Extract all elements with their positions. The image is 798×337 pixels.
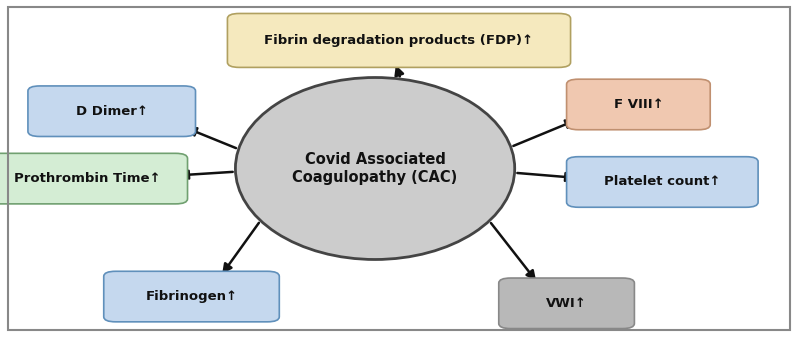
FancyBboxPatch shape — [28, 86, 196, 136]
FancyBboxPatch shape — [567, 157, 758, 207]
Ellipse shape — [235, 78, 515, 259]
Text: D Dimer↑: D Dimer↑ — [76, 105, 148, 118]
Text: Fibrinogen↑: Fibrinogen↑ — [145, 290, 238, 303]
FancyBboxPatch shape — [227, 13, 571, 67]
Text: F VIII↑: F VIII↑ — [614, 98, 663, 111]
FancyBboxPatch shape — [499, 278, 634, 329]
FancyBboxPatch shape — [567, 79, 710, 130]
Text: Prothrombin Time↑: Prothrombin Time↑ — [14, 172, 161, 185]
Text: Platelet count↑: Platelet count↑ — [604, 176, 721, 188]
Text: Covid Associated
Coagulopathy (CAC): Covid Associated Coagulopathy (CAC) — [292, 152, 458, 185]
FancyBboxPatch shape — [104, 271, 279, 322]
Text: Fibrin degradation products (FDP)↑: Fibrin degradation products (FDP)↑ — [264, 34, 534, 47]
FancyBboxPatch shape — [0, 153, 188, 204]
Text: VWI↑: VWI↑ — [546, 297, 587, 310]
